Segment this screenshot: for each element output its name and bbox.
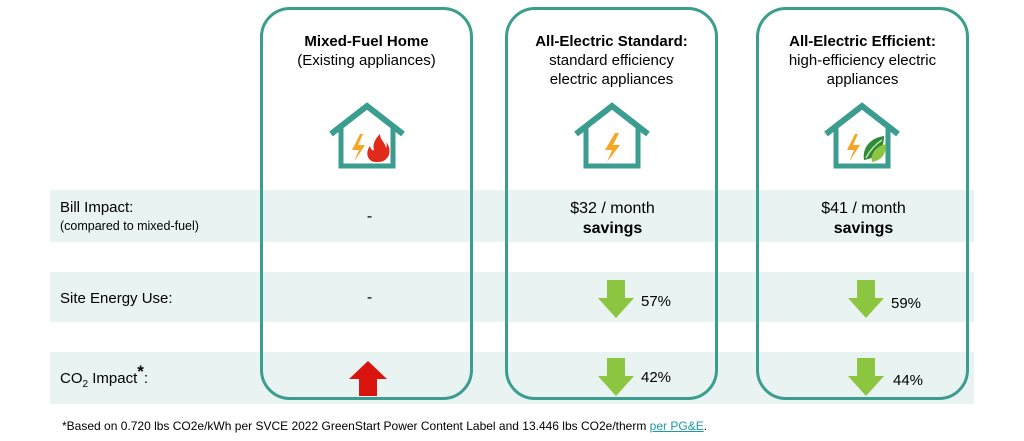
footnote-end: . — [703, 419, 708, 433]
all-electric-standard-header: All-Electric Standard: standard efficien… — [505, 32, 718, 89]
down-arrow-icon — [848, 280, 884, 318]
column-title: Mixed-Fuel Home — [304, 33, 429, 50]
footnote-text: *Based on 0.720 lbs CO2e/kWh per SVCE 20… — [62, 419, 650, 433]
efficient-bill-amount: $41 / month — [821, 200, 906, 217]
pge-link[interactable]: per PG&E — [649, 419, 704, 433]
column-title: All-Electric Standard: — [535, 33, 688, 50]
standard-bill-value: $32 / month savings — [506, 200, 719, 238]
column-subtitle: standard efficiency electric appliances — [549, 52, 674, 88]
all-electric-efficient-header: All-Electric Efficient: high-efficiency … — [756, 32, 969, 89]
efficient-co2-value: 44% — [893, 372, 924, 389]
mixed-fuel-bill-value: - — [366, 208, 373, 225]
standard-bill-savings: savings — [582, 220, 643, 237]
co2-label-colon: : — [143, 370, 149, 387]
flame-icon — [367, 134, 390, 162]
footnote: *Based on 0.720 lbs CO2e/kWh per SVCE 20… — [62, 419, 707, 433]
co2-label-asterisk: * — [137, 362, 144, 381]
leaf-icon — [863, 136, 886, 162]
co2-label-subscript: 2 — [82, 379, 89, 390]
house-icon — [329, 102, 405, 169]
house-icon — [574, 102, 650, 169]
column-subtitle: high-efficiency electric appliances — [788, 52, 937, 88]
standard-bill-amount: $32 / month — [570, 200, 655, 217]
efficient-bill-value: $41 / month savings — [757, 200, 970, 238]
efficient-bill-savings: savings — [833, 220, 894, 237]
column-subtitle: (Existing appliances) — [297, 52, 436, 69]
bill-impact-row-band — [50, 190, 974, 242]
column-title: All-Electric Efficient: — [789, 33, 936, 50]
lightning-icon — [605, 133, 620, 162]
down-arrow-icon — [598, 280, 634, 318]
mixed-fuel-site-value: - — [366, 289, 373, 306]
co2-impact-label: CO2 Impact*: — [60, 363, 149, 390]
up-arrow-icon — [349, 361, 387, 396]
mixed-fuel-header: Mixed-Fuel Home (Existing appliances) — [260, 32, 473, 70]
standard-co2-value: 42% — [641, 369, 672, 386]
co2-label-suffix: Impact — [88, 370, 138, 387]
lightning-icon — [847, 134, 860, 162]
all-electric-efficient-column — [756, 7, 969, 400]
house-icon — [824, 102, 900, 169]
down-arrow-icon — [848, 358, 884, 396]
site-energy-label: Site Energy Use: — [60, 290, 173, 307]
all-electric-standard-column — [505, 7, 718, 400]
bill-impact-sublabel: (compared to mixed-fuel) — [60, 219, 199, 233]
lightning-icon — [352, 134, 365, 162]
down-arrow-icon — [598, 358, 634, 396]
site-energy-row-band — [50, 272, 974, 322]
bill-impact-label-text: Bill Impact: — [60, 199, 134, 216]
bill-impact-label: Bill Impact: (compared to mixed-fuel) — [60, 199, 199, 233]
mixed-fuel-column — [260, 7, 473, 400]
standard-site-value: 57% — [641, 293, 672, 310]
efficient-site-value: 59% — [891, 295, 922, 312]
co2-label-prefix: CO — [60, 370, 83, 387]
